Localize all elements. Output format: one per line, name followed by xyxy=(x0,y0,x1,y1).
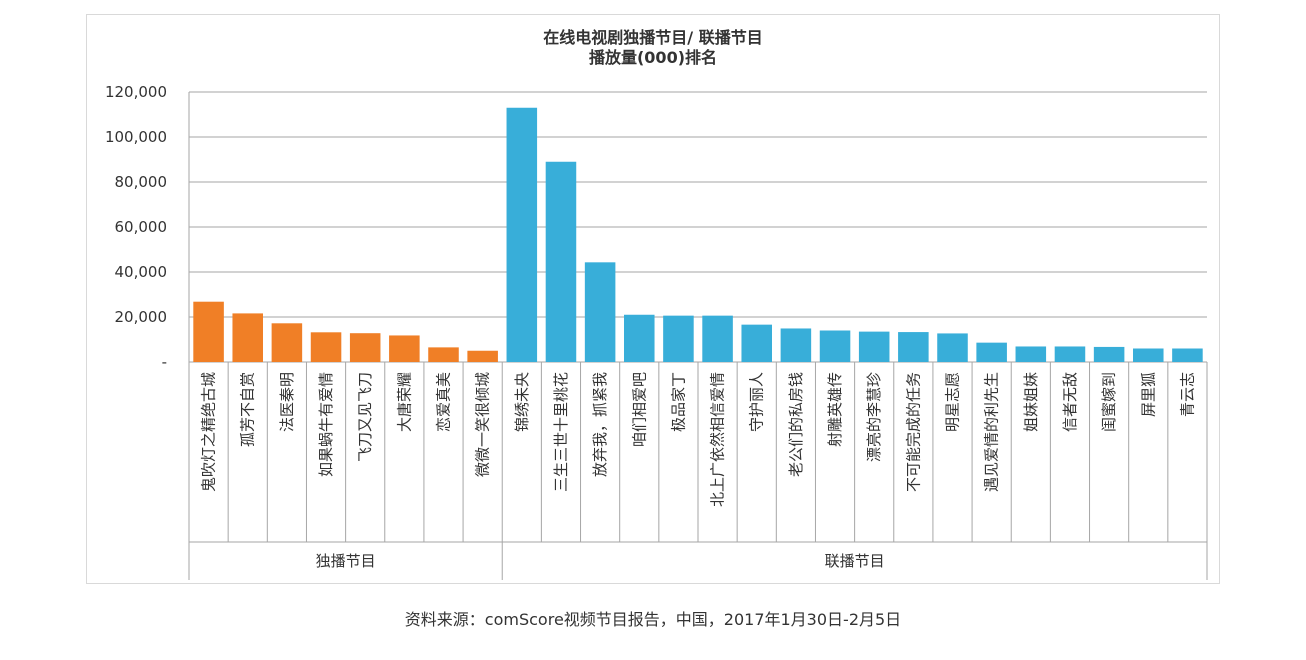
x-category-label: 鬼吹灯之精绝古城 xyxy=(200,372,218,492)
x-category-label: 漂亮的李慧珍 xyxy=(865,372,883,462)
source-note: 资料来源：comScore视频节目报告，中国，2017年1月30日-2月5日 xyxy=(404,610,902,629)
bar xyxy=(584,262,616,362)
bar xyxy=(623,314,655,362)
bar xyxy=(741,324,773,362)
x-category-label: 微微一笑很倾城 xyxy=(474,372,492,477)
x-category-label: 咱们相爱吧 xyxy=(630,372,648,447)
group-label: 联播节目 xyxy=(825,552,885,570)
x-category-label: 不可能完成的任务 xyxy=(904,372,922,492)
bar xyxy=(780,328,812,362)
bar xyxy=(232,313,264,362)
bar xyxy=(506,107,538,362)
x-category-label: 北上广依然相信爱情 xyxy=(709,372,727,507)
x-category-label: 大唐荣耀 xyxy=(395,372,413,432)
bar xyxy=(349,333,381,362)
y-tick-label: - xyxy=(162,353,167,371)
y-tick-label: 100,000 xyxy=(105,128,167,146)
bar xyxy=(428,347,459,362)
x-category-label: 屏里狐 xyxy=(1139,372,1157,417)
x-category-label: 信者无敌 xyxy=(1061,372,1079,432)
x-category-label: 明星志愿 xyxy=(944,372,962,432)
x-category-label: 三生三世十里桃花 xyxy=(552,372,570,492)
bar xyxy=(1015,346,1047,362)
bar xyxy=(310,332,342,362)
bar xyxy=(1132,348,1164,362)
x-category-label: 姐妹姐妹 xyxy=(1022,372,1040,432)
group-label: 独播节目 xyxy=(316,552,376,570)
bar xyxy=(663,315,694,362)
chart-frame: 在线电视剧独播节目/ 联播节目 播放量(000)排名 - 20,000 40,000 60… xyxy=(86,14,1220,584)
chart-title-line-2: 播放量(000)排名 xyxy=(589,48,717,67)
bar xyxy=(858,331,890,362)
x-category-label: 青云志 xyxy=(1178,372,1196,417)
bar xyxy=(545,161,577,362)
x-category-label: 孤芳不自赏 xyxy=(239,372,257,447)
x-category-label: 锦绣未央 xyxy=(513,372,531,432)
bar xyxy=(937,333,968,362)
y-tick-label: 80,000 xyxy=(115,173,168,191)
y-tick-label: 120,000 xyxy=(105,83,167,101)
chart-title-line-1: 在线电视剧独播节目/ 联播节目 xyxy=(543,28,762,47)
y-tick-label: 20,000 xyxy=(115,308,168,326)
x-category-label: 如果蜗牛有爱情 xyxy=(317,372,335,477)
x-category-label: 射雕英雄传 xyxy=(826,372,844,447)
y-tick-label: 60,000 xyxy=(115,218,168,236)
bar xyxy=(819,330,851,362)
x-category-label: 遇见爱情的利先生 xyxy=(983,372,1001,492)
x-category-label: 飞刀又见飞刀 xyxy=(356,372,374,462)
bar xyxy=(271,323,303,362)
x-category-label: 法医秦明 xyxy=(278,372,296,432)
x-category-label: 极品家丁 xyxy=(669,372,687,432)
x-category-label: 老公们的私房钱 xyxy=(787,372,805,477)
bar xyxy=(1054,346,1086,362)
bar xyxy=(976,342,1007,362)
x-category-label: 恋爱真美 xyxy=(435,372,453,432)
bar xyxy=(467,350,498,362)
bar xyxy=(193,301,224,362)
bar xyxy=(389,335,420,362)
x-category-label: 放弃我，抓紧我 xyxy=(591,372,609,477)
y-tick-label: 40,000 xyxy=(115,263,168,281)
bar xyxy=(898,332,929,362)
x-category-label: 守护丽人 xyxy=(748,372,766,432)
bar xyxy=(702,315,733,362)
x-category-label: 闺蜜嫁到 xyxy=(1100,372,1118,432)
bar xyxy=(1172,348,1203,362)
bar xyxy=(1093,346,1125,362)
